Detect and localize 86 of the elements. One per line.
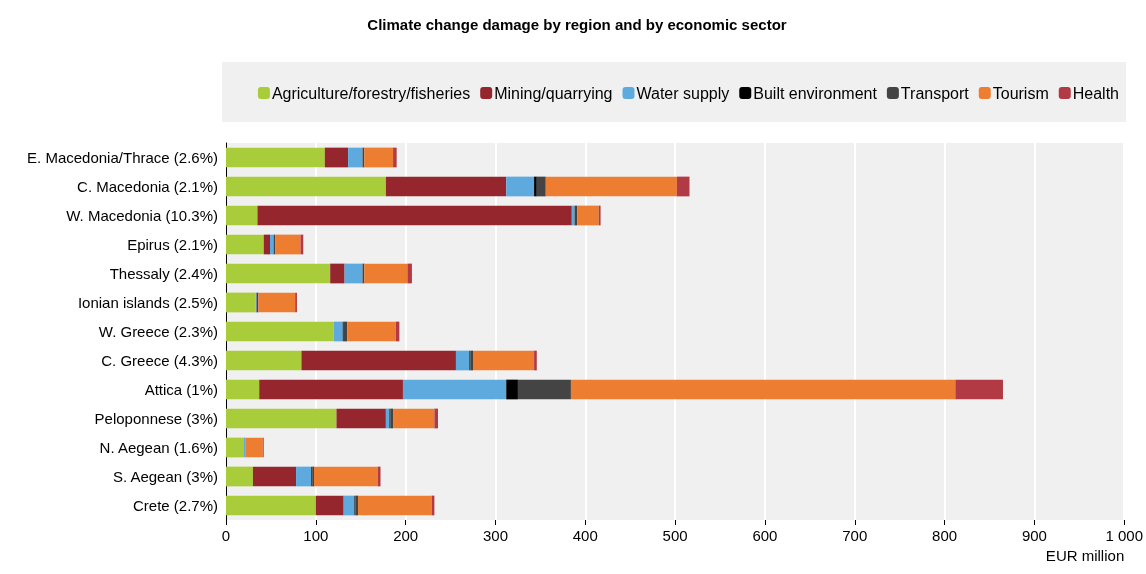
bar (259, 379, 403, 400)
legend-label: Tourism (992, 84, 1049, 102)
bar (455, 350, 470, 371)
legend-label: Health (1072, 84, 1119, 102)
legend-label: Built environment (753, 84, 878, 102)
bar (393, 147, 397, 168)
x-tick-label: 0 (221, 527, 231, 544)
x-tick-label: 700 (842, 527, 868, 544)
y-tick-label: C. Greece (4.3%) (101, 352, 218, 369)
bar (393, 408, 435, 429)
bar (226, 205, 258, 226)
bar (301, 350, 456, 371)
bar (226, 263, 331, 284)
bar (315, 495, 344, 516)
y-tick-label: W. Greece (2.3%) (98, 323, 218, 340)
bar (226, 466, 253, 487)
bar (506, 176, 535, 197)
x-tick-label: 100 (303, 527, 329, 544)
bar (534, 176, 537, 197)
bar (226, 176, 386, 197)
bar (364, 147, 394, 168)
bar (506, 379, 518, 400)
bar (245, 437, 263, 458)
bar (252, 466, 297, 487)
x-tick-label: 500 (662, 527, 688, 544)
legend-label: Mining/quarrying (494, 84, 613, 102)
x-tick-label: 800 (932, 527, 958, 544)
bar (402, 379, 507, 400)
y-tick-label: Ionian islands (2.5%) (77, 294, 218, 311)
y-tick-label: E. Macedonia/Thrace (2.6%) (27, 149, 218, 166)
x-tick-label: 400 (572, 527, 598, 544)
bar (226, 379, 260, 400)
bar (226, 408, 337, 429)
legend-label: Water supply (636, 84, 730, 102)
bar (330, 263, 345, 284)
y-tick-label: S. Aegean (3%) (112, 468, 218, 485)
bar (347, 321, 396, 342)
x-tick-label: 1 000 (1105, 527, 1144, 544)
y-tick-label: Thessaly (2.4%) (109, 265, 218, 282)
bar (333, 321, 343, 342)
chart-title: Climate change damage by region and by economic sector (367, 16, 787, 33)
bar (348, 147, 363, 168)
x-axis-title: EUR million (1045, 547, 1125, 564)
y-tick-label: Crete (2.7%) (132, 497, 218, 514)
bar (534, 350, 537, 371)
bar (257, 205, 572, 226)
y-tick-label: N. Aegean (1.6%) (99, 439, 218, 456)
bar (577, 205, 599, 226)
bar (570, 379, 956, 400)
x-tick-label: 600 (752, 527, 778, 544)
bar (226, 234, 264, 255)
bar (226, 321, 334, 342)
bar (434, 408, 438, 429)
y-tick-label: C. Macedonia (2.1%) (77, 178, 218, 195)
bar (296, 466, 312, 487)
bar (536, 176, 546, 197)
bar (226, 350, 302, 371)
bar (358, 495, 432, 516)
bar (473, 350, 535, 371)
x-tick-label: 200 (393, 527, 419, 544)
y-tick-label: W. Macedonia (10.3%) (66, 207, 218, 224)
bar (275, 234, 301, 255)
bar (314, 466, 378, 487)
bar (676, 176, 690, 197)
bar (324, 147, 349, 168)
bar (226, 147, 325, 168)
bar (226, 292, 256, 313)
bar (385, 176, 507, 197)
y-tick-label: Epirus (2.1%) (127, 236, 218, 253)
bar (336, 408, 386, 429)
bar (226, 495, 316, 516)
legend-label: Agriculture/forestry/fisheries (271, 84, 471, 102)
bar (226, 437, 244, 458)
bar (955, 379, 1003, 400)
bar (545, 176, 677, 197)
bar (407, 263, 412, 284)
y-tick-label: Attica (1%) (144, 381, 218, 398)
bar (364, 263, 408, 284)
legend-label: Transport (900, 84, 970, 102)
x-tick-label: 900 (1021, 527, 1047, 544)
bar (517, 379, 571, 400)
x-tick-label: 300 (482, 527, 508, 544)
bar (263, 234, 271, 255)
bar (258, 292, 296, 313)
y-tick-label: Peloponnese (3%) (94, 410, 218, 427)
bar (344, 263, 363, 284)
